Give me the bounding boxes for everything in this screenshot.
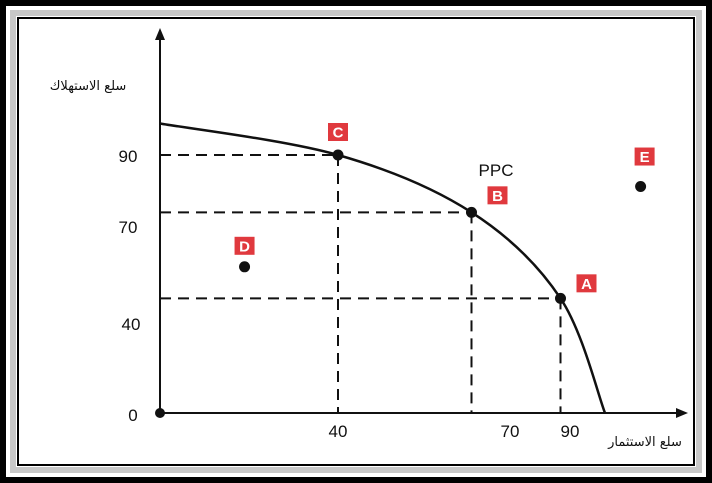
y-axis-arrow	[155, 28, 165, 40]
ppc-curve-layer	[159, 122, 607, 414]
x-axis-title: سلع الاستثمار	[607, 435, 682, 450]
point-label-d: D	[239, 238, 250, 255]
ppc-curve	[159, 122, 607, 414]
badge-c	[328, 123, 348, 141]
x-tick-90: 90	[561, 422, 580, 441]
point-label-c: C	[333, 125, 344, 142]
y-tick-70: 70	[119, 218, 138, 237]
point-a	[555, 292, 566, 304]
middle-border	[10, 10, 702, 473]
point-e	[635, 181, 647, 193]
guide-lines	[160, 154, 562, 413]
points-layer: A B C D E	[155, 123, 655, 418]
origin-label: 0	[128, 406, 137, 425]
origin-point	[155, 408, 165, 418]
badge-a	[576, 274, 597, 293]
point-label-b: B	[492, 188, 503, 205]
point-c	[332, 149, 344, 161]
point-b	[466, 206, 477, 218]
badge-d	[234, 236, 255, 255]
inner-border	[17, 17, 695, 466]
ppc-label: PPC	[479, 161, 514, 180]
badge-e	[634, 147, 655, 166]
point-d	[239, 261, 251, 273]
x-tick-70: 70	[501, 422, 520, 441]
badge-b	[487, 186, 508, 205]
y-tick-40: 40	[122, 315, 141, 334]
point-label-a: A	[581, 276, 592, 293]
x-axis-arrow	[676, 408, 688, 418]
y-axis-title: سلع الاستهلاك	[50, 79, 127, 94]
x-tick-40: 40	[329, 422, 348, 441]
y-tick-90: 90	[119, 147, 138, 166]
point-label-e: E	[640, 149, 650, 166]
